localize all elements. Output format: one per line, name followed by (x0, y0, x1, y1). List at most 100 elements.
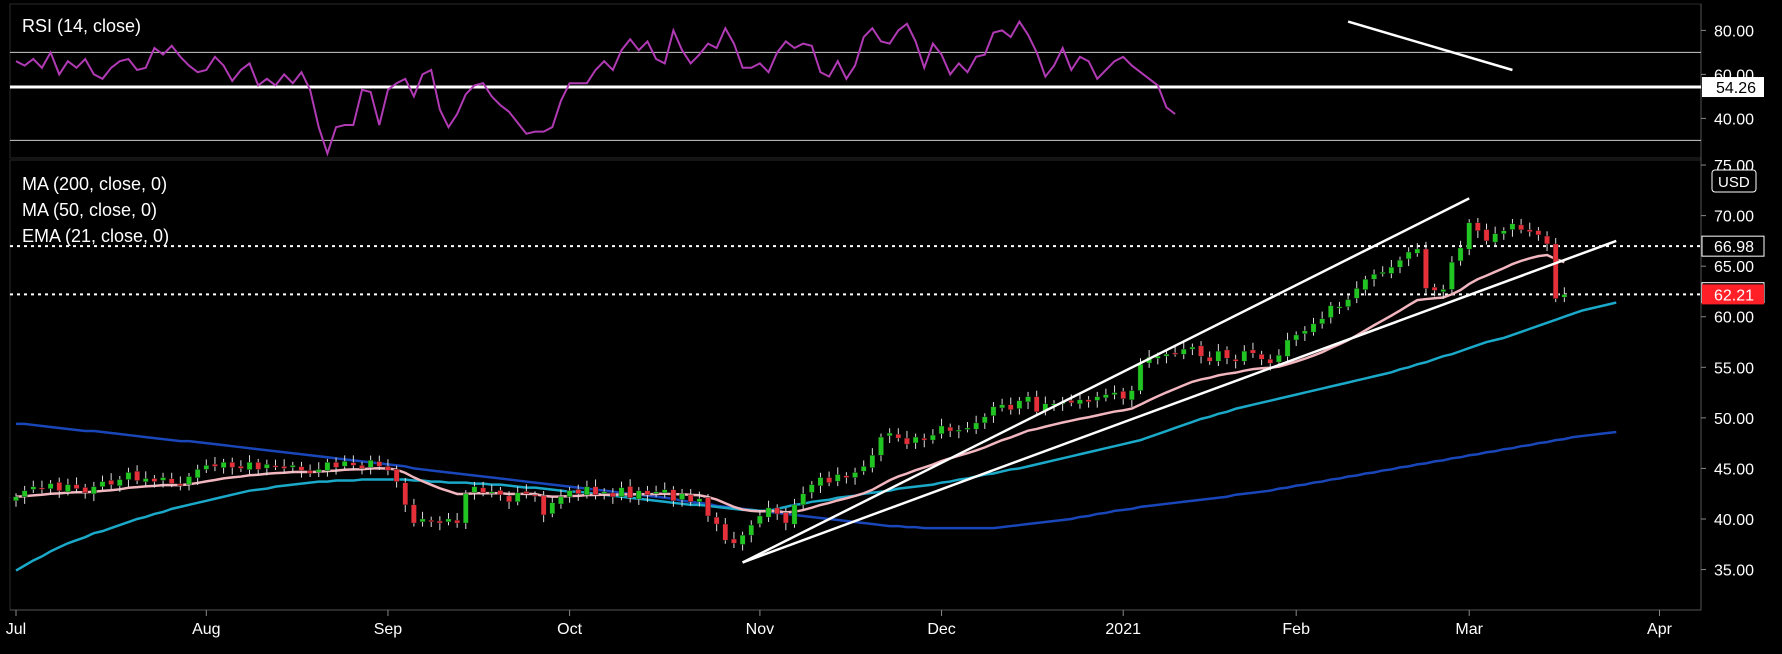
candle-body (1327, 305, 1334, 318)
candle-body (125, 472, 132, 480)
candle-body (411, 504, 417, 524)
candle-body (229, 462, 236, 468)
candle-body (1552, 243, 1559, 299)
time-tick-label: Apr (1647, 621, 1673, 638)
candle-body (220, 462, 227, 468)
candle-body (1189, 346, 1196, 350)
candle-body (904, 437, 910, 445)
ema21-legend: EMA (21, close, 0) (22, 226, 170, 246)
candle-body (194, 469, 201, 478)
candle-body (514, 492, 521, 502)
price-panel (10, 197, 1701, 572)
candle-body (878, 436, 884, 456)
price-tick-label: 40.00 (1714, 512, 1754, 529)
candle-body (1457, 247, 1464, 262)
candle-body (661, 489, 668, 494)
candle-body (679, 493, 685, 500)
price-tick-label: 35.00 (1714, 563, 1754, 580)
candle-body (1250, 349, 1256, 354)
candle-body (938, 425, 945, 435)
candle-body (843, 475, 850, 478)
candle-body (558, 496, 564, 505)
candle-body (549, 502, 556, 514)
rsi-value-label: 54.26 (1716, 80, 1756, 97)
candle-body (1466, 222, 1472, 250)
candle-body (1405, 251, 1412, 260)
candle-body (947, 426, 953, 432)
candle-body (437, 520, 443, 524)
ma200-line (16, 422, 1617, 530)
candle-body (333, 462, 339, 468)
candle-body (1241, 350, 1248, 362)
candle-body (428, 520, 435, 522)
candle-body (246, 462, 253, 470)
candle-body (177, 483, 184, 486)
candle-body (687, 494, 694, 502)
candle-body (307, 470, 313, 474)
candle-body (1206, 357, 1213, 362)
candle-body (160, 477, 166, 481)
candle-body (1267, 359, 1274, 364)
price-tick-label: 55.00 (1714, 360, 1754, 377)
candle-body (1258, 354, 1265, 360)
candle-body (610, 492, 616, 497)
candle-body (1475, 222, 1481, 231)
candle-body (1232, 359, 1239, 362)
candle-body (670, 489, 677, 501)
ma200-legend: MA (200, close, 0) (22, 174, 168, 194)
candle-body (1215, 350, 1222, 362)
candle-body (324, 462, 331, 471)
candle-body (956, 429, 962, 432)
candle-body (644, 490, 651, 495)
candle-body (367, 460, 374, 468)
rsi-tick-label: 80.00 (1714, 23, 1754, 40)
candle-body (1103, 394, 1109, 399)
candle-body (618, 487, 625, 497)
candle-body (1129, 390, 1135, 401)
candle-body (1224, 349, 1230, 359)
candle-body (281, 466, 287, 469)
price-tick-label: 50.00 (1714, 411, 1754, 428)
candle-body (1025, 396, 1031, 403)
candle-body (809, 484, 815, 493)
candle-body (886, 432, 893, 437)
candle-body (1284, 339, 1291, 357)
candle-body (1094, 396, 1101, 401)
candle-body (39, 487, 45, 490)
candle-body (134, 471, 140, 481)
candle-body (713, 516, 720, 525)
candle-body (627, 486, 633, 498)
candle-body (203, 465, 210, 470)
candle-body (1397, 259, 1403, 268)
candle-body (359, 465, 365, 469)
candle-body (575, 489, 582, 494)
candle-body (532, 494, 538, 497)
candle-body (1518, 224, 1524, 230)
candle-body (419, 518, 426, 523)
candle-body (56, 482, 63, 491)
candle-body (722, 523, 729, 541)
candle-body (1345, 299, 1351, 307)
candle-body (315, 469, 322, 473)
upper-channel-line (742, 197, 1470, 564)
candle-body (540, 495, 547, 516)
candle-body (471, 486, 478, 493)
candle-body (653, 491, 659, 494)
candle-body (463, 493, 469, 524)
candle-body (1180, 348, 1187, 355)
candle-body (1371, 274, 1377, 280)
candle-body (1388, 266, 1395, 274)
currency-label: USD (1718, 174, 1750, 191)
candle-body (973, 422, 979, 430)
candle-body (592, 486, 599, 495)
candle-body (1172, 352, 1178, 355)
time-tick-label: Aug (192, 621, 220, 638)
candle-body (1379, 272, 1386, 274)
candle-body (264, 464, 270, 469)
candle-body (454, 520, 460, 524)
candle-body (151, 478, 158, 482)
price-level-label: 66.98 (1714, 239, 1754, 256)
candle-body (341, 461, 348, 467)
currency-badge-box (1711, 169, 1757, 193)
